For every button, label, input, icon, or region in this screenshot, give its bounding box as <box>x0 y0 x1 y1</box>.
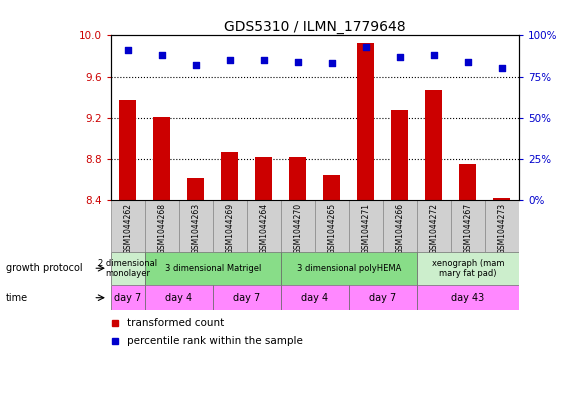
Bar <box>111 200 145 252</box>
Text: 3 dimensional polyHEMA: 3 dimensional polyHEMA <box>297 264 401 273</box>
Text: GSM1044262: GSM1044262 <box>123 203 132 254</box>
Text: 3 dimensional Matrigel: 3 dimensional Matrigel <box>164 264 261 273</box>
Bar <box>324 174 340 200</box>
Bar <box>213 200 247 252</box>
Text: day 7: day 7 <box>369 293 396 303</box>
Point <box>429 52 438 58</box>
Point <box>497 65 507 72</box>
Point <box>293 59 303 65</box>
Text: day 7: day 7 <box>233 293 261 303</box>
Text: growth protocol: growth protocol <box>6 263 82 273</box>
Bar <box>315 200 349 252</box>
Text: GSM1044264: GSM1044264 <box>259 203 268 254</box>
Text: GSM1044267: GSM1044267 <box>463 203 472 254</box>
Bar <box>153 117 170 200</box>
Point <box>157 52 167 58</box>
Text: 2 dimensional
monolayer: 2 dimensional monolayer <box>98 259 157 278</box>
Bar <box>417 252 519 285</box>
Bar <box>111 252 145 285</box>
Text: day 43: day 43 <box>451 293 484 303</box>
Text: time: time <box>6 293 28 303</box>
Bar <box>120 100 136 200</box>
Text: GSM1044270: GSM1044270 <box>293 203 303 254</box>
Bar <box>357 42 374 200</box>
Title: GDS5310 / ILMN_1779648: GDS5310 / ILMN_1779648 <box>224 20 406 34</box>
Bar <box>179 200 213 252</box>
Text: xenograph (mam
mary fat pad): xenograph (mam mary fat pad) <box>431 259 504 278</box>
Bar <box>281 285 349 310</box>
Point <box>463 59 472 65</box>
Bar <box>187 178 204 200</box>
Text: GSM1044271: GSM1044271 <box>361 203 370 254</box>
Text: GSM1044273: GSM1044273 <box>497 203 507 254</box>
Point <box>361 44 370 50</box>
Text: GSM1044272: GSM1044272 <box>429 203 438 254</box>
Bar <box>459 164 476 200</box>
Bar <box>247 200 281 252</box>
Bar <box>417 200 451 252</box>
Text: percentile rank within the sample: percentile rank within the sample <box>127 336 303 346</box>
Bar <box>145 252 281 285</box>
Text: day 7: day 7 <box>114 293 142 303</box>
Bar <box>281 252 417 285</box>
Bar <box>493 198 510 200</box>
Bar <box>145 200 179 252</box>
Text: GSM1044268: GSM1044268 <box>157 203 166 254</box>
Bar <box>485 200 519 252</box>
Bar <box>255 157 272 200</box>
Bar <box>417 285 519 310</box>
Bar <box>213 285 281 310</box>
Point <box>191 62 201 68</box>
Bar <box>145 285 213 310</box>
Bar <box>426 90 442 200</box>
Bar <box>391 110 408 200</box>
Text: GSM1044269: GSM1044269 <box>225 203 234 254</box>
Bar <box>349 285 417 310</box>
Point <box>259 57 268 63</box>
Bar <box>289 157 306 200</box>
Text: transformed count: transformed count <box>127 318 224 328</box>
Bar <box>111 285 145 310</box>
Point <box>123 47 132 53</box>
Text: day 4: day 4 <box>165 293 192 303</box>
Point <box>395 54 405 60</box>
Bar <box>281 200 315 252</box>
Bar <box>349 200 383 252</box>
Point <box>327 60 336 66</box>
Text: GSM1044265: GSM1044265 <box>327 203 336 254</box>
Point <box>225 57 234 63</box>
Bar <box>451 200 485 252</box>
Bar <box>383 200 417 252</box>
Text: day 4: day 4 <box>301 293 328 303</box>
Text: GSM1044266: GSM1044266 <box>395 203 405 254</box>
Text: GSM1044263: GSM1044263 <box>191 203 201 254</box>
Bar <box>222 152 238 200</box>
